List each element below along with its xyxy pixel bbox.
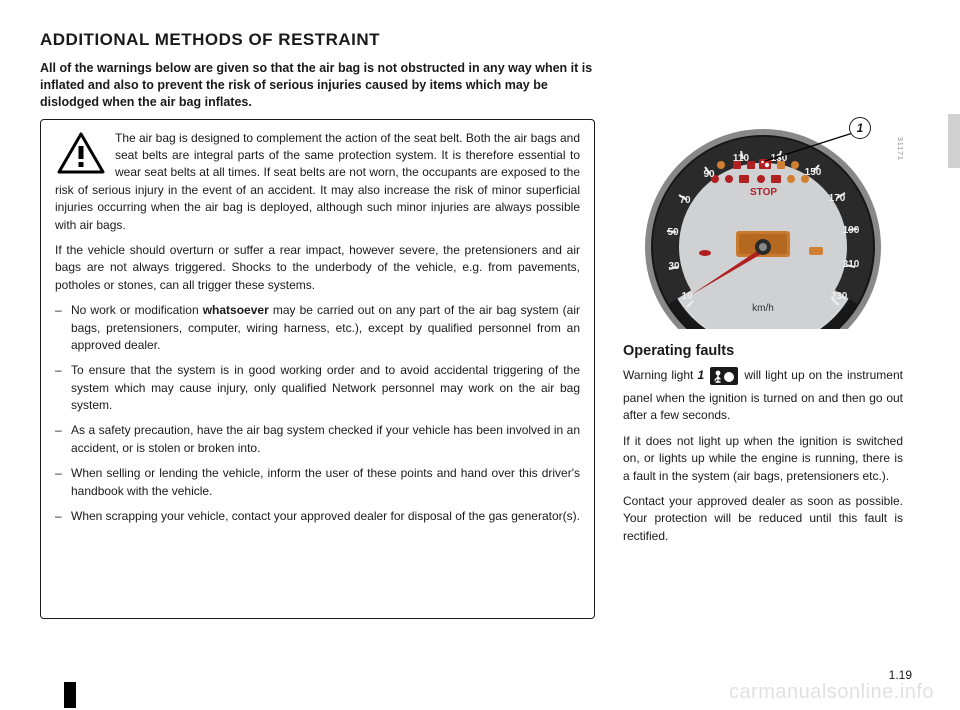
content-columns: The air bag is designed to complement th… (40, 119, 920, 619)
warning-lead-block: The air bag is designed to complement th… (55, 130, 580, 234)
page-number: 1.19 (889, 668, 912, 682)
figure-id: 31171 (896, 137, 903, 161)
warning-item-2: To ensure that the system is in good wor… (71, 362, 580, 414)
instrument-cluster-figure: 31171 (623, 119, 903, 329)
warning-item-5: When scrapping your vehicle, contact you… (71, 508, 580, 525)
svg-text:STOP: STOP (750, 187, 777, 198)
airbag-warning-light-icon (710, 367, 738, 390)
operating-faults-para-1: Warning light 1 will light up on the ins… (623, 367, 903, 425)
p1-pre: Warning light (623, 368, 697, 382)
warning-list: No work or modification whatsoever may b… (55, 302, 580, 525)
warning-lead-text: The air bag is designed to complement th… (55, 131, 580, 232)
manual-page: ADDITIONAL METHODS OF RESTRAINT All of t… (0, 0, 960, 710)
page-title: ADDITIONAL METHODS OF RESTRAINT (40, 30, 920, 50)
right-column: 31171 (623, 119, 903, 619)
warning-box: The air bag is designed to complement th… (40, 119, 595, 619)
svg-text:10: 10 (681, 291, 693, 302)
warning-item-1: No work or modification whatsoever may b… (71, 302, 580, 354)
intro-paragraph: All of the warnings below are given so t… (40, 60, 600, 111)
operating-faults-para-3: Contact your approved dealer as soon as … (623, 493, 903, 545)
operating-faults-para-2: If it does not light up when the ignitio… (623, 433, 903, 485)
print-registration-mark (64, 682, 76, 708)
warning-para-2: If the vehicle should overturn or suffer… (55, 242, 580, 294)
svg-text:210: 210 (843, 259, 860, 270)
p1-num: 1 (697, 368, 704, 382)
warning-item-3: As a safety precaution, have the air bag… (71, 422, 580, 457)
watermark: carmanualsonline.info (729, 681, 934, 704)
svg-text:150: 150 (805, 167, 822, 178)
callout-number-1: 1 (849, 117, 871, 139)
left-column: The air bag is designed to complement th… (40, 119, 595, 619)
operating-faults-heading: Operating faults (623, 343, 903, 359)
warning-item-4: When selling or lending the vehicle, inf… (71, 465, 580, 500)
svg-text:km/h: km/h (752, 303, 774, 314)
speedometer-svg: STOP (623, 119, 903, 329)
section-side-tab (948, 114, 960, 168)
svg-text:30: 30 (668, 261, 680, 272)
warning-triangle-icon (57, 132, 105, 174)
